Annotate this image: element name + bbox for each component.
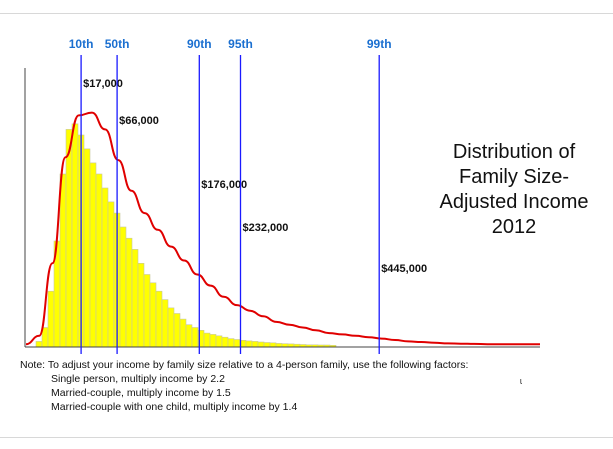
histogram-bar: [71, 123, 79, 348]
note-line-2: Single person, multiply income by 2.2: [51, 373, 225, 385]
histogram-bar: [101, 187, 109, 348]
bottom-divider: [0, 437, 613, 438]
histogram-bar: [119, 226, 127, 348]
histogram-bar: [179, 318, 187, 348]
histogram-bar: [47, 290, 55, 348]
histogram-bar: [233, 339, 241, 348]
histogram-bar: [161, 299, 169, 348]
title-line-2: Family Size-: [458, 166, 569, 188]
histogram-bar: [137, 262, 145, 348]
histogram-bar: [227, 338, 235, 348]
percentile-label-50th: 50th: [105, 37, 130, 51]
histogram-bar: [59, 173, 67, 348]
note-line-4: Married-couple with one child, multiply …: [51, 401, 298, 413]
title-line-4: 2012: [491, 216, 537, 238]
note-line-1: Note: To adjust your income by family si…: [20, 359, 469, 371]
histogram-bar: [221, 336, 229, 348]
histogram-bar: [125, 237, 133, 348]
histogram-bar: [251, 341, 259, 348]
histogram-bar: [143, 274, 151, 348]
histogram-bar: [209, 334, 217, 348]
chart-axes: [24, 68, 540, 348]
title-line-3: Adjusted Income: [439, 191, 589, 213]
histogram-bar: [107, 201, 115, 348]
percentile-label-10th: 10th: [69, 37, 94, 51]
percentile-value-95th: $232,000: [243, 222, 289, 234]
note-line-3: Married-couple, multiply income by 1.5: [51, 387, 231, 399]
histogram-bar: [269, 342, 277, 348]
percentile-value-10th: $17,000: [83, 78, 123, 90]
histogram-bar: [35, 341, 43, 348]
histogram-bar: [83, 148, 91, 348]
chart-title: Distribution of Family Size- Adjusted In…: [424, 140, 604, 240]
histogram-bar: [215, 335, 223, 348]
density-curve: [25, 111, 540, 346]
percentile-markers: 10th $17,000 50th $66,000 90th $176,000 95th $2…: [69, 37, 427, 354]
histogram-bar: [167, 307, 175, 348]
histogram-bar: [95, 173, 103, 348]
stray-mark: ɩ: [520, 376, 522, 386]
top-divider: [0, 13, 613, 14]
histogram-bar: [89, 162, 97, 348]
histogram-bar: [131, 249, 139, 348]
adjustment-note: Note: To adjust your income by family si…: [20, 358, 468, 414]
histogram-bar: [203, 332, 211, 348]
percentile-label-95th: 95th: [228, 37, 253, 51]
histogram-bar: [257, 341, 265, 348]
histogram-bar: [149, 282, 157, 348]
percentile-value-50th: $66,000: [119, 115, 159, 127]
histogram-bar: [155, 290, 163, 348]
title-line-1: Distribution of: [452, 141, 576, 163]
percentile-value-90th: $176,000: [201, 179, 247, 191]
percentile-value-99th: $445,000: [381, 263, 427, 275]
percentile-label-99th: 99th: [367, 37, 392, 51]
histogram-bar: [191, 327, 199, 348]
histogram-bar: [275, 343, 283, 348]
histogram-bar: [263, 342, 271, 348]
histogram-bar: [173, 313, 181, 348]
histogram-bar: [245, 340, 253, 348]
percentile-label-90th: 90th: [187, 37, 212, 51]
histogram-bar: [185, 324, 193, 348]
histogram-bar: [65, 129, 73, 348]
